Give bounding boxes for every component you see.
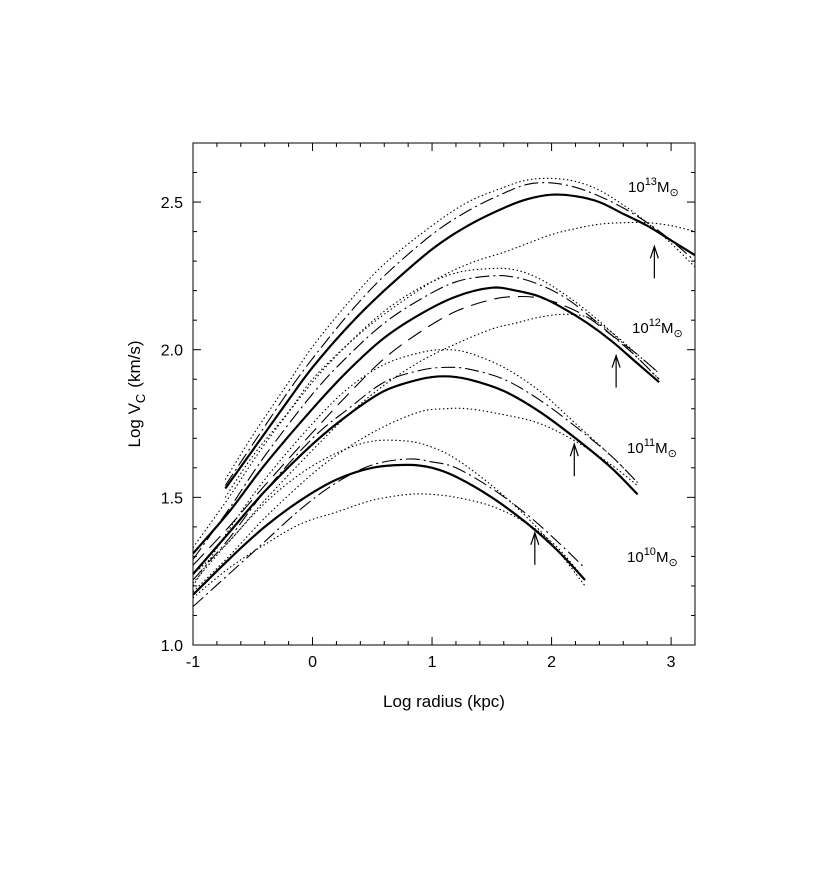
curve-dashdot-group-3: [192, 458, 586, 608]
mass-label: 1011M⊙: [627, 437, 677, 460]
curve-solid-group-1: [192, 286, 660, 555]
mass-label: 1013M⊙: [628, 176, 679, 199]
x-tick-label: 0: [308, 654, 317, 671]
plot-frame: [192, 142, 696, 646]
curve-solid-group-0: [224, 193, 696, 490]
arrows-layer: [530, 244, 659, 565]
y-axis-label-unit: (km/s): [125, 340, 144, 387]
y-axis-label-sub: C: [133, 394, 148, 403]
curve-dashdot-group-2: [192, 366, 638, 581]
y-axis-label: Log VC (km/s): [125, 340, 148, 447]
arrow-head: [569, 442, 579, 457]
curve-dotted-group-3: [192, 439, 586, 587]
arrow-head: [611, 353, 621, 368]
arrow-head: [649, 244, 659, 259]
x-tick-label: -1: [186, 654, 200, 671]
curve-dotted-group-2: [192, 349, 638, 587]
y-axis-label-main: Log V: [125, 402, 144, 447]
mass-label: 1012M⊙: [632, 317, 683, 340]
curve-dotted-group-0: [224, 221, 696, 498]
y-tick-label: 2.0: [161, 343, 183, 360]
curve-dotted-group-3: [192, 493, 586, 599]
mass-label: 1010M⊙: [627, 546, 678, 569]
curve-dashdot-group-0: [224, 182, 696, 486]
curve-solid-group-2: [192, 375, 639, 575]
curve-dotted-group-1: [192, 267, 660, 548]
axis-ticks: -1 0 1 2 3 1.0 1.5 2.0 2.5: [161, 142, 696, 671]
curves-layer: [192, 177, 696, 608]
x-tick-label: 3: [667, 654, 676, 671]
curve-dotted-group-0: [224, 177, 696, 480]
curve-dashed-group-1: [192, 295, 660, 566]
x-tick-label: 1: [428, 654, 437, 671]
arrow-head: [530, 530, 540, 545]
labels-layer: 1013M⊙ 1012M⊙ 1011M⊙ 1010M⊙: [627, 176, 683, 569]
curve-dashdot-group-1: [192, 275, 660, 560]
curve-solid-group-3: [192, 463, 586, 596]
curve-dotted-group-2: [192, 407, 638, 593]
x-tick-label: 2: [547, 654, 556, 671]
y-tick-label: 1.0: [161, 638, 183, 655]
curve-dotted-group-1: [192, 313, 660, 575]
x-axis-label: Log radius (kpc): [383, 692, 505, 711]
y-tick-label: 1.5: [161, 490, 183, 507]
y-tick-label: 2.5: [161, 195, 183, 212]
